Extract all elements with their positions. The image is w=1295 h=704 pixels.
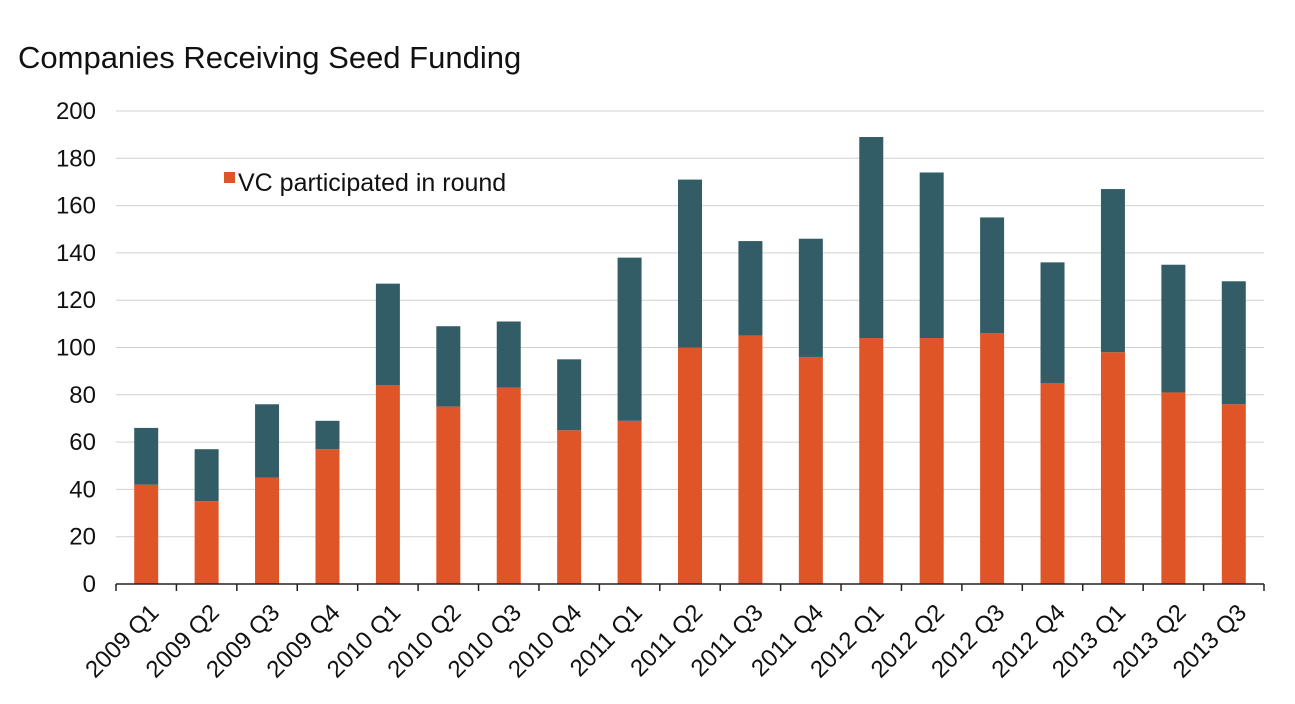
bar-segment-series-2	[496, 321, 521, 388]
bar-segment-series-2	[255, 404, 280, 478]
y-tick-label: 40	[69, 476, 96, 503]
y-tick-label: 160	[56, 193, 96, 220]
bar-segment-series-2	[919, 172, 944, 339]
bar-segment-series-1	[678, 347, 702, 584]
bar-segment-series-1	[738, 335, 763, 584]
bar-segment-series-2	[315, 420, 340, 450]
bar-segment-series-1	[375, 385, 400, 584]
y-tick-label: 180	[56, 145, 96, 172]
bar-segment-series-1	[1161, 392, 1186, 584]
bars	[134, 137, 1246, 584]
bar-segment-series-2	[1100, 189, 1125, 353]
y-tick-label: 60	[69, 429, 96, 456]
bar-segment-series-1	[194, 501, 219, 584]
bar-segment-series-2	[798, 238, 823, 357]
bar-segment-series-1	[134, 484, 159, 584]
bar-segment-series-2	[1161, 264, 1186, 393]
bar-segment-series-1	[255, 477, 280, 584]
y-tick-label: 100	[56, 335, 96, 362]
legend-swatch	[224, 172, 235, 183]
bar-segment-series-2	[980, 217, 1005, 334]
y-tick-label: 120	[56, 287, 96, 314]
bar-segment-series-1	[859, 338, 884, 584]
bar-segment-series-2	[557, 359, 582, 431]
y-axis-labels: 0 20 40 60 80 100 120 140 160 180 200	[56, 98, 96, 598]
bar-segment-series-2	[859, 137, 884, 339]
y-tick-label: 200	[56, 98, 96, 125]
bar-segment-series-1	[1040, 382, 1065, 584]
bar-segment-series-2	[678, 179, 702, 348]
bar-segment-series-1	[980, 333, 1005, 584]
bar-segment-series-1	[919, 338, 944, 584]
legend-label: VC participated in round	[238, 169, 506, 197]
bar-segment-series-1	[315, 449, 340, 584]
bar-segment-series-2	[375, 283, 400, 386]
legend: VC participated in round	[224, 169, 506, 197]
chart-title: Companies Receiving Seed Funding	[18, 40, 522, 75]
bar-segment-series-1	[798, 356, 823, 584]
bar-segment-series-2	[194, 449, 219, 502]
bar-segment-series-2	[617, 257, 642, 421]
bar-segment-series-1	[557, 430, 582, 584]
y-tick-label: 140	[56, 240, 96, 267]
y-tick-label: 0	[83, 571, 96, 598]
bar-segment-series-2	[1040, 262, 1065, 383]
bar-segment-series-1	[1100, 352, 1125, 584]
bar-segment-series-2	[738, 241, 763, 336]
bar-segment-series-2	[134, 427, 159, 485]
bar-segment-series-1	[436, 406, 461, 584]
y-tick-label: 80	[69, 382, 96, 409]
y-tick-label: 20	[69, 524, 96, 551]
bar-segment-series-1	[1221, 404, 1246, 584]
bar-segment-series-2	[1221, 281, 1246, 405]
x-axis	[115, 583, 1265, 591]
bar-segment-series-1	[496, 387, 521, 584]
bar-segment-series-2	[436, 326, 461, 407]
bar-segment-series-1	[617, 420, 642, 584]
